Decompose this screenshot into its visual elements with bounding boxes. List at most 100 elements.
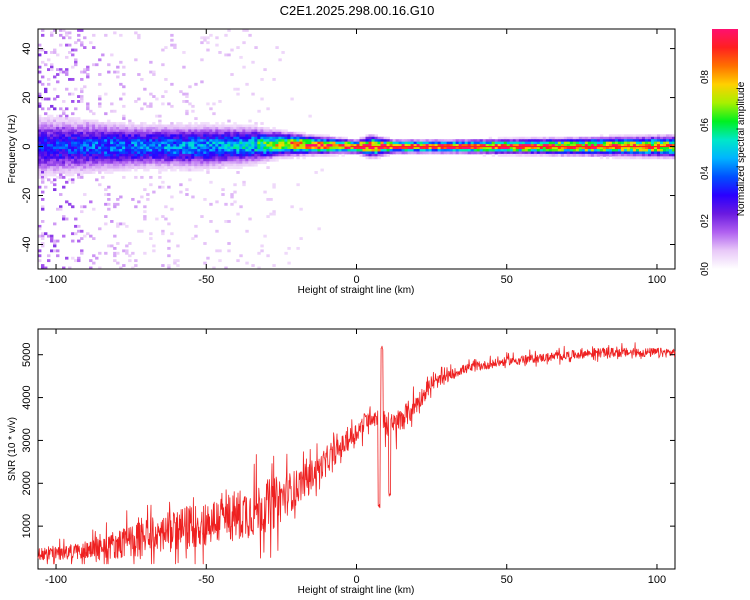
- spectrogram-cell: [665, 134, 670, 138]
- spectrogram-cell: [155, 136, 159, 140]
- spectrogram-cell: [356, 139, 360, 143]
- spectrogram-cell: [125, 249, 129, 253]
- spectrogram-y-tick-label: 40: [21, 42, 33, 54]
- spectrogram-cell: [68, 92, 72, 96]
- spectrogram-cell: [308, 134, 312, 138]
- spectrogram-cell: [149, 151, 153, 155]
- spectrogram-cell: [176, 151, 180, 155]
- spectrogram-cell: [149, 166, 153, 169]
- spectrogram-cell: [128, 134, 132, 138]
- spectrogram-cell: [167, 139, 171, 143]
- spectrogram-cell: [575, 139, 580, 143]
- spectrogram-cell: [284, 149, 288, 152]
- spectrogram-cell: [53, 48, 57, 52]
- spectrogram-cell: [632, 141, 637, 145]
- spectrogram-cell: [215, 122, 219, 125]
- spectrogram-cell: [38, 134, 42, 138]
- spectrogram-cell: [176, 134, 180, 138]
- spectrogram-cell: [440, 144, 445, 147]
- spectrogram-cell: [377, 156, 381, 160]
- spectrogram-cell: [215, 166, 219, 169]
- spectrogram-cell: [206, 131, 210, 135]
- spectrogram-cell: [86, 149, 90, 152]
- spectrogram-cell: [44, 173, 48, 177]
- spectrogram-cell: [191, 158, 195, 162]
- spectrogram-cell: [224, 158, 228, 162]
- spectrogram-cell: [62, 36, 66, 40]
- spectrogram-cell: [672, 141, 676, 145]
- spectrogram-cell: [632, 144, 637, 147]
- spectrogram-cell: [80, 146, 84, 150]
- spectrogram-cell: [203, 136, 207, 140]
- spectrogram-cell: [263, 131, 267, 135]
- spectrogram-cell: [281, 141, 285, 145]
- spectrogram-cell: [221, 131, 225, 135]
- spectrogram-cell: [173, 46, 177, 49]
- spectrogram-cell: [80, 171, 84, 174]
- spectrogram-x-label: Height of straight line (km): [298, 285, 415, 296]
- spectrogram-cell: [236, 129, 240, 133]
- spectrogram-cell: [236, 141, 240, 145]
- spectrogram-cell: [251, 92, 255, 96]
- spectrogram-y-tick-label: 20: [21, 91, 33, 103]
- spectrogram-cell: [326, 153, 330, 157]
- spectrogram-cell: [530, 141, 535, 145]
- spectrogram-cell: [179, 168, 183, 172]
- spectrogram-cell: [101, 129, 105, 133]
- spectrogram-cell: [536, 136, 541, 140]
- spectrogram-cell: [212, 163, 216, 167]
- spectrogram-cell: [65, 68, 69, 72]
- spectrogram-cell: [170, 131, 174, 135]
- spectrogram-cell: [287, 261, 291, 265]
- spectrogram-cell: [152, 166, 156, 169]
- spectrogram-cell: [44, 151, 48, 155]
- spectrogram-cell: [86, 151, 90, 155]
- spectrogram-cell: [290, 153, 294, 157]
- spectrogram-cell: [593, 144, 598, 147]
- spectrogram-cell: [287, 146, 291, 150]
- spectrogram-cell: [89, 139, 93, 143]
- spectrogram-cell: [527, 139, 532, 143]
- spectrogram-cell: [380, 146, 384, 150]
- spectrogram-cell: [104, 188, 108, 192]
- spectrogram-cell: [167, 149, 171, 152]
- spectrogram-cell: [158, 158, 162, 162]
- spectrogram-cell: [596, 151, 601, 155]
- spectrogram-cell: [476, 149, 481, 152]
- spectrogram-cell: [545, 149, 550, 152]
- spectrogram-cell: [56, 122, 60, 125]
- spectrogram-cell: [50, 65, 54, 69]
- spectrogram-cell: [128, 131, 132, 135]
- spectrogram-cell: [68, 117, 72, 121]
- spectrogram-cell: [41, 175, 45, 179]
- spectrogram-cell: [218, 156, 222, 160]
- spectrogram-cell: [74, 119, 78, 123]
- spectrogram-cell: [185, 146, 189, 150]
- spectrogram-cell: [173, 136, 177, 140]
- spectrogram-cell: [194, 82, 198, 86]
- spectrogram-cell: [410, 149, 414, 152]
- spectrogram-cell: [242, 141, 246, 145]
- spectrogram-cell: [182, 65, 186, 69]
- spectrogram-cell: [461, 146, 466, 150]
- spectrogram-cell: [62, 70, 66, 74]
- spectrogram-cell: [41, 205, 45, 209]
- spectrogram-cell: [137, 33, 141, 37]
- spectrogram-cell: [38, 171, 42, 174]
- spectrogram-cell: [383, 149, 387, 152]
- spectrogram-cell: [89, 168, 93, 172]
- spectrogram-cell: [50, 33, 54, 37]
- spectrogram-cell: [38, 224, 42, 228]
- spectrogram-cell: [224, 156, 228, 160]
- spectrogram-cell: [605, 149, 610, 152]
- spectrogram-cell: [194, 163, 198, 167]
- spectrogram-cell: [74, 122, 78, 125]
- spectrogram-cell: [500, 149, 505, 152]
- spectrogram-cell: [398, 146, 402, 150]
- spectrogram-cell: [215, 124, 219, 128]
- spectrogram-cell: [188, 122, 192, 125]
- spectrogram-cell: [116, 168, 120, 172]
- spectrogram-cell: [98, 82, 102, 86]
- spectrogram-cell: [305, 136, 309, 140]
- spectrogram-cell: [668, 151, 673, 155]
